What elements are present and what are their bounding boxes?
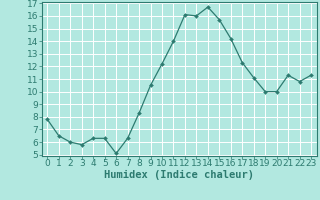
X-axis label: Humidex (Indice chaleur): Humidex (Indice chaleur) xyxy=(104,170,254,180)
